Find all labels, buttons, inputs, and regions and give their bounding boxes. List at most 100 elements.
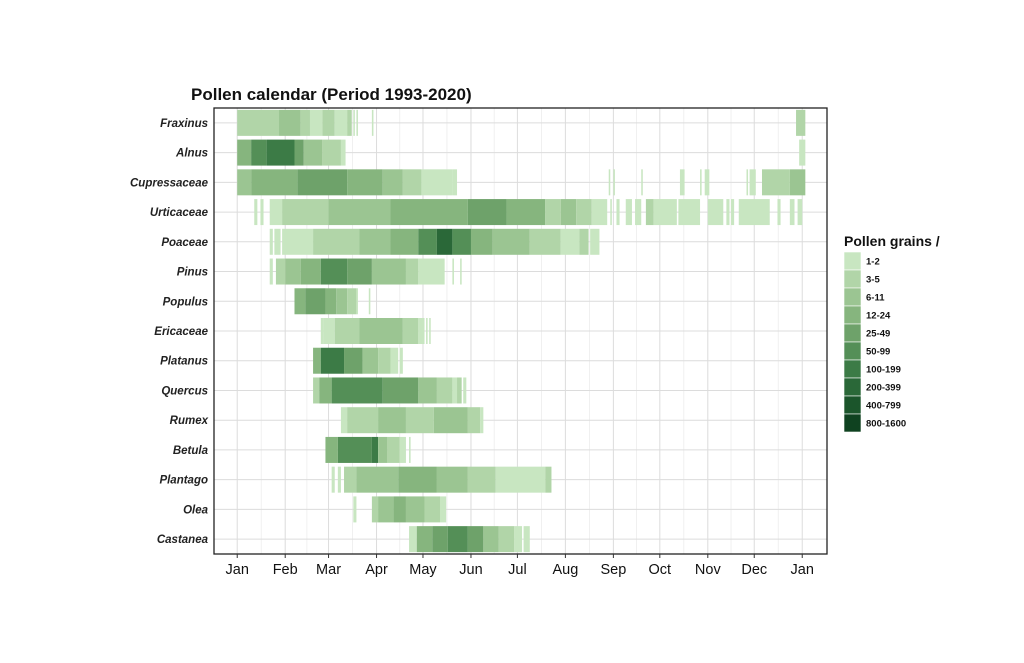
pollen-segment [303,139,323,166]
series-cupressaceae [237,169,806,196]
pollen-segment [797,199,803,226]
pollen-segment [418,258,445,285]
pollen-segment [325,288,337,315]
y-label-castanea: Castanea [157,534,209,546]
pollen-segment [334,109,348,136]
pollen-segment [266,139,295,166]
series-olea [353,496,447,523]
legend-swatch [843,413,862,433]
pollen-segment [579,228,589,255]
pollen-segment [452,377,458,404]
x-tick-label: Feb [273,562,298,578]
y-label-poaceae: Poaceae [161,237,208,249]
pollen-segment [523,526,530,553]
pollen-segment [707,199,724,226]
legend-items: 1-2 3-5 6-11 12-24 25-49 50-99 100-199 200-399 4… [843,251,906,433]
pollen-segment [545,199,561,226]
y-label-urticaceae: Urticaceae [150,207,209,219]
legend-swatch [843,341,862,361]
pollen-segment [738,199,770,226]
pollen-segment [322,109,335,136]
x-tick-label: Nov [695,562,722,578]
legend-swatch [843,305,862,325]
legend-label: 200-399 [866,383,901,394]
pollen-segment [340,407,348,434]
pollen-segment [418,228,437,255]
series-rumex [340,407,484,434]
pollen-segment [319,377,332,404]
pollen-segment [452,169,458,196]
pollen-segment [452,258,454,285]
pollen-calendar-chart: Pollen calendar (Period 1993-2020) Fraxi… [130,85,944,578]
pollen-segment [378,407,406,434]
x-tick-label: Jul [508,562,527,578]
pollen-segment [305,288,326,315]
pollen-segment [359,228,391,255]
legend-swatch [843,359,862,379]
pollen-segment [405,496,425,523]
pollen-segment [429,318,431,344]
pollen-segment [347,169,383,196]
pollen-segment [337,466,341,493]
pollen-bars [237,109,806,553]
series-populus [294,288,371,315]
pollen-segment [436,228,453,255]
y-label-quercus: Quercus [161,385,208,397]
pollen-segment [282,228,314,255]
pollen-segment [576,199,592,226]
pollen-segment [322,139,341,166]
x-tick-label: May [409,562,437,578]
pollen-segment [495,466,546,493]
pollen-segment [418,377,437,404]
y-label-cupressaceae: Cupressaceae [130,177,209,189]
pollen-segment [470,228,493,255]
pollen-segment [653,199,677,226]
pollen-segment [641,169,643,196]
pollen-segment [331,466,335,493]
pollen-segment [294,139,304,166]
pollen-segment [285,258,301,285]
pollen-segment [275,258,286,285]
pollen-segment [613,169,615,196]
pollen-segment [447,526,468,553]
pollen-segment [344,466,357,493]
pollen-segment [399,347,403,374]
pollen-segment [467,466,496,493]
pollen-segment [237,109,280,136]
pollen-segment [390,347,399,374]
pollen-segment [313,228,360,255]
legend-label: 3-5 [866,275,880,286]
pollen-segment [347,109,352,136]
pollen-segment [483,526,499,553]
pollen-segment [506,199,546,226]
series-fraxinus [237,109,806,136]
legend-swatch [843,323,862,343]
pollen-segment [390,199,468,226]
pollen-segment [405,258,419,285]
pollen-segment [796,109,806,136]
pollen-segment [433,407,468,434]
pollen-segment [340,139,346,166]
legend-label: 6-11 [866,293,885,304]
series-quercus [313,377,467,404]
pollen-segment [545,466,552,493]
pollen-segment [260,199,264,226]
pollen-segment [393,496,406,523]
legend-label: 100-199 [866,365,901,376]
pollen-segment [678,199,701,226]
pollen-segment [409,436,411,463]
legend-label: 12-24 [866,311,891,322]
pollen-segment [251,169,298,196]
pollen-segment [529,228,561,255]
pollen-segment [467,526,484,553]
y-label-ericaceae: Ericaceae [154,326,208,338]
pollen-segment [378,496,394,523]
chart-frame: Pollen calendar (Period 1993-2020) Fraxi… [80,70,944,590]
pollen-segment [269,199,283,226]
pollen-segment [731,199,735,226]
pollen-segment [282,199,329,226]
pollen-segment [353,109,355,136]
series-pinus [269,258,462,285]
pollen-segment [390,228,419,255]
x-tick-label: Aug [552,562,578,578]
